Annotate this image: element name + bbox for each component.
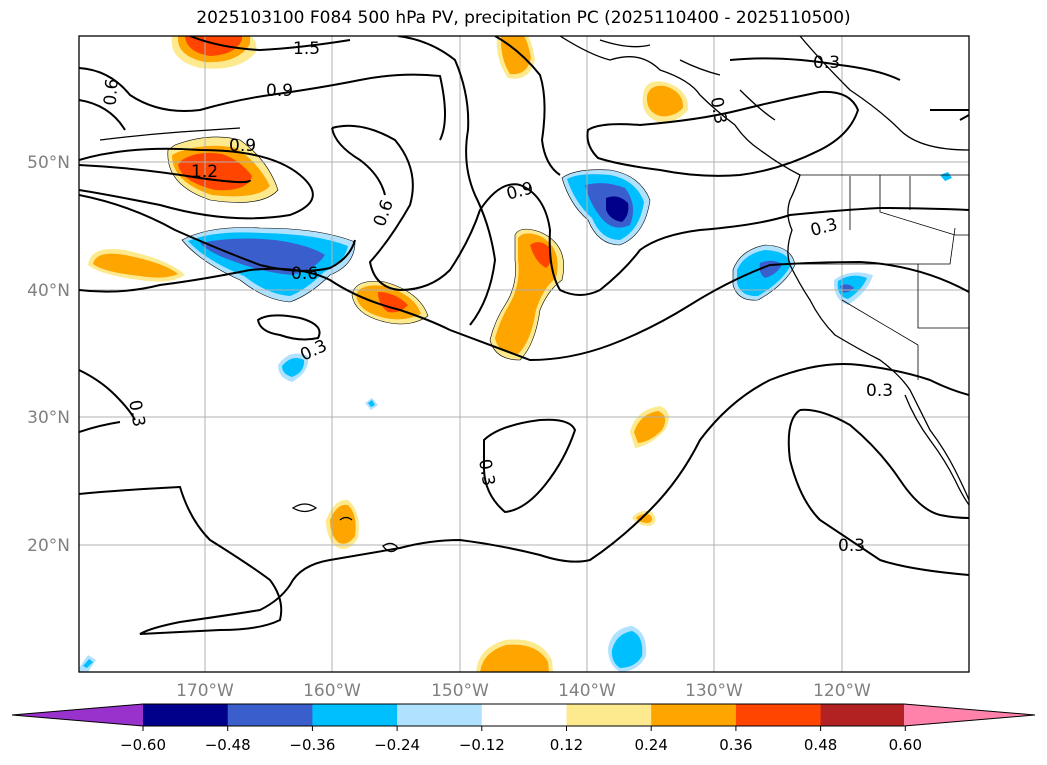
contour-label: 1.5: [293, 39, 320, 59]
colorbar-tick-label: −0.24: [374, 736, 420, 754]
contour-labels: 1.5 0.9 0.6 0.9 1.2 0.6 0.6 0.9 0.3 0.3 …: [101, 39, 894, 556]
contour-label: 0.9: [266, 81, 293, 101]
contour-label: 0.6: [370, 197, 398, 229]
contour-label: 0.3: [838, 536, 865, 556]
lat-label: 30°N: [27, 408, 70, 428]
precip-negative-anomalies: [79, 169, 952, 672]
pv-contours: [79, 36, 969, 635]
lon-label: 150°W: [431, 681, 489, 701]
colorbar-extend-max: [904, 704, 1035, 726]
lat-tick-labels: 50°N 40°N 30°N 20°N: [27, 153, 70, 556]
contour-label: 0.3: [813, 53, 840, 73]
plot-area: 1.5 0.9 0.6 0.9 1.2 0.6 0.6 0.9 0.3 0.3 …: [79, 36, 969, 672]
contour-label: 1.2: [191, 162, 218, 182]
colorbar-tick-label: 0.36: [719, 736, 752, 754]
colorbar-tick-label: −0.12: [459, 736, 505, 754]
colorbar-segment: [481, 704, 567, 726]
colorbar-tick-label: 0.48: [804, 736, 837, 754]
colorbar-tick-label: −0.48: [205, 736, 251, 754]
contour-label: 0.6: [101, 78, 123, 107]
lat-label: 50°N: [27, 153, 70, 173]
lon-tick-labels: 170°W 160°W 150°W 140°W 130°W 120°W: [176, 681, 871, 701]
colorbar-tick-label: 0.60: [889, 736, 922, 754]
lon-label: 120°W: [813, 681, 871, 701]
colorbar-tick-label: −0.60: [120, 736, 166, 754]
plot-frame: [78, 35, 970, 673]
coastlines: [99, 36, 969, 553]
contour-label: 0.3: [474, 457, 498, 487]
gridlines: [79, 36, 969, 672]
colorbar-segment: [397, 704, 483, 726]
colorbar-tick-label: 0.24: [634, 736, 667, 754]
colorbar-segment: [735, 704, 822, 726]
colorbar-tick-label: −0.36: [289, 736, 335, 754]
lon-label: 140°W: [558, 681, 616, 701]
colorbar-tick-label: 0.12: [550, 736, 583, 754]
map-title: 2025103100 F084 500 hPa PV, precipitatio…: [196, 8, 851, 28]
colorbar-segment: [651, 704, 737, 726]
lon-label: 130°W: [685, 681, 743, 701]
colorbar-segment: [143, 704, 229, 726]
lon-label: 160°W: [303, 681, 361, 701]
contour-label: 0.3: [124, 398, 148, 428]
lat-label: 40°N: [27, 281, 70, 301]
contour-label: 0.9: [229, 136, 256, 156]
contour-label: 0.9: [504, 178, 535, 204]
colorbar: −0.60 −0.48 −0.36 −0.24 −0.12 0.12 0.24 0.36 0.4…: [11, 703, 1036, 754]
lon-label: 170°W: [176, 681, 234, 701]
colorbar-segment: [227, 704, 313, 726]
colorbar-segment: [566, 704, 652, 726]
colorbar-extend-min: [12, 704, 143, 726]
colorbar-segment: [312, 704, 398, 726]
precip-positive-anomalies: [88, 36, 689, 672]
political-borders: [792, 174, 969, 380]
lat-label: 20°N: [27, 536, 70, 556]
colorbar-segment: [820, 704, 906, 726]
contour-label: 0.3: [808, 215, 839, 241]
contour-label: 0.3: [866, 381, 893, 401]
contour-label: 0.6: [291, 264, 318, 284]
contour-label: 0.3: [706, 96, 730, 126]
precip-outlines: [167, 136, 796, 361]
